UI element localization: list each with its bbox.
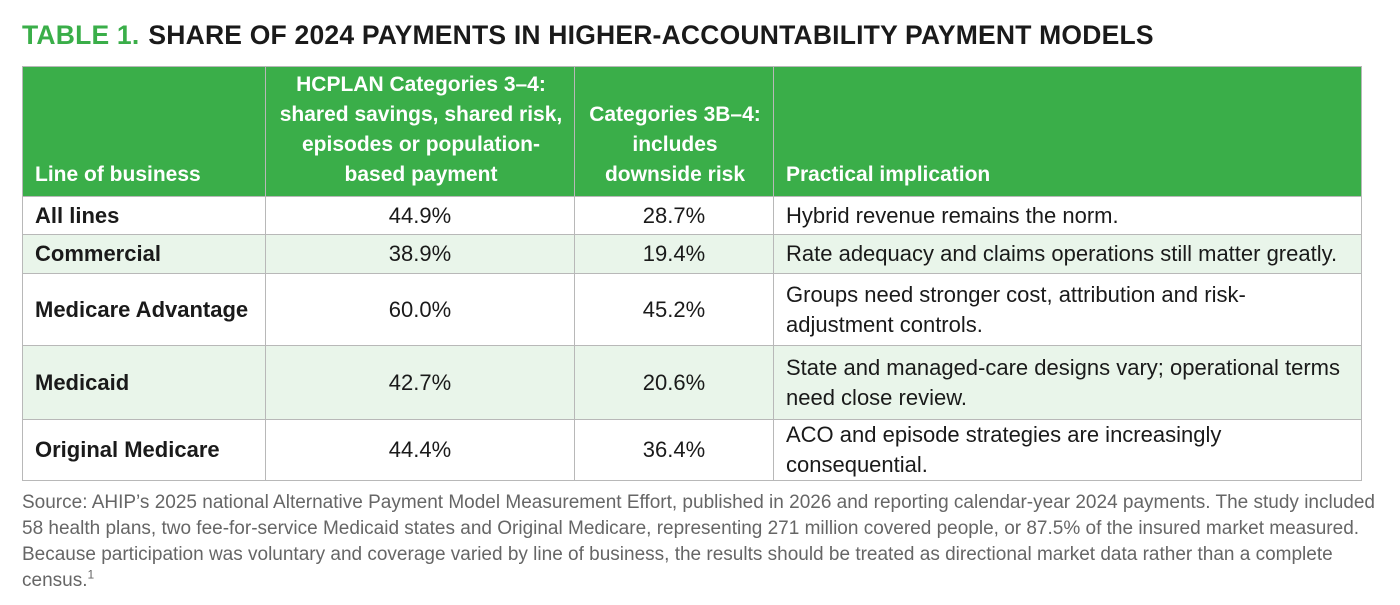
cell-line-of-business: Medicaid — [22, 345, 266, 420]
table-row: Medicare Advantage 60.0% 45.2% Groups ne… — [22, 273, 1362, 346]
table-header-row: Line of business HCPLAN Categories 3–4: … — [22, 66, 1362, 197]
payments-table: Line of business HCPLAN Categories 3–4: … — [22, 66, 1362, 481]
table-number-label: TABLE 1. — [22, 20, 140, 50]
cell-implication: State and managed-care designs vary; ope… — [773, 345, 1362, 420]
cell-implication: Hybrid revenue remains the norm. — [773, 196, 1362, 235]
cell-categories-3-4: 38.9% — [265, 234, 575, 274]
footnote-marker: 1 — [87, 567, 95, 582]
cell-line-of-business: Commercial — [22, 234, 266, 274]
table-title-text: SHARE OF 2024 PAYMENTS IN HIGHER-ACCOUNT… — [148, 20, 1154, 50]
cell-categories-3-4: 60.0% — [265, 273, 575, 346]
header-line-of-business: Line of business — [22, 66, 266, 197]
table-row: Original Medicare 44.4% 36.4% ACO and ep… — [22, 419, 1362, 481]
header-hcplan-categories: HCPLAN Categories 3–4: shared savings, s… — [265, 66, 575, 197]
cell-categories-3b-4: 28.7% — [574, 196, 774, 235]
table-row: Commercial 38.9% 19.4% Rate adequacy and… — [22, 234, 1362, 274]
source-text: Source: AHIP’s 2025 national Alternative… — [22, 492, 1375, 591]
cell-categories-3-4: 42.7% — [265, 345, 575, 420]
header-downside-risk: Categories 3B–4: includes downside risk — [574, 66, 774, 197]
cell-categories-3b-4: 20.6% — [574, 345, 774, 420]
source-note: Source: AHIP’s 2025 national Alternative… — [22, 490, 1378, 594]
header-practical-implication: Practical implication — [773, 66, 1362, 197]
cell-line-of-business: Original Medicare — [22, 419, 266, 481]
table-row: Medicaid 42.7% 20.6% State and managed-c… — [22, 345, 1362, 420]
table-title: TABLE 1. SHARE OF 2024 PAYMENTS IN HIGHE… — [22, 20, 1378, 56]
table-row: All lines 44.9% 28.7% Hybrid revenue rem… — [22, 196, 1362, 235]
cell-implication: Groups need stronger cost, attribution a… — [773, 273, 1362, 346]
cell-line-of-business: Medicare Advantage — [22, 273, 266, 346]
cell-line-of-business: All lines — [22, 196, 266, 235]
cell-categories-3-4: 44.4% — [265, 419, 575, 481]
cell-implication: ACO and episode strategies are increasin… — [773, 419, 1362, 481]
cell-categories-3b-4: 19.4% — [574, 234, 774, 274]
cell-categories-3-4: 44.9% — [265, 196, 575, 235]
cell-categories-3b-4: 45.2% — [574, 273, 774, 346]
cell-implication: Rate adequacy and claims operations stil… — [773, 234, 1362, 274]
cell-categories-3b-4: 36.4% — [574, 419, 774, 481]
